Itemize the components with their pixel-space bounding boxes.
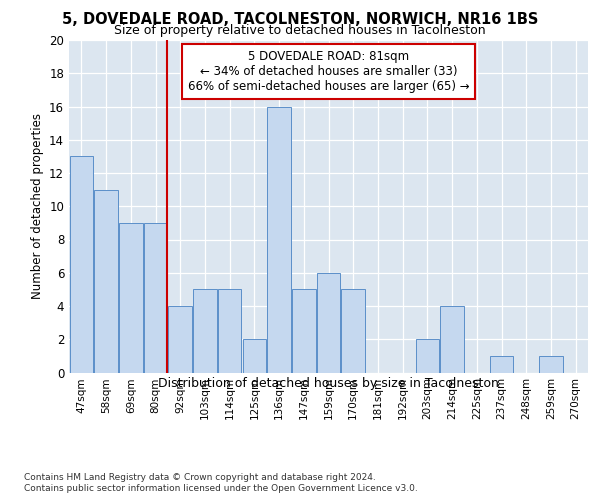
- Bar: [218, 290, 241, 372]
- Text: Contains public sector information licensed under the Open Government Licence v3: Contains public sector information licen…: [24, 484, 418, 493]
- Bar: [94, 190, 118, 372]
- Bar: [169, 306, 192, 372]
- Text: 5, DOVEDALE ROAD, TACOLNESTON, NORWICH, NR16 1BS: 5, DOVEDALE ROAD, TACOLNESTON, NORWICH, …: [62, 12, 538, 28]
- Bar: [144, 223, 167, 372]
- Bar: [70, 156, 93, 372]
- Bar: [440, 306, 464, 372]
- Bar: [539, 356, 563, 372]
- Text: 5 DOVEDALE ROAD: 81sqm
← 34% of detached houses are smaller (33)
66% of semi-det: 5 DOVEDALE ROAD: 81sqm ← 34% of detached…: [188, 50, 469, 93]
- Bar: [268, 106, 291, 372]
- Bar: [193, 290, 217, 372]
- Bar: [317, 273, 340, 372]
- Y-axis label: Number of detached properties: Number of detached properties: [31, 114, 44, 299]
- Bar: [416, 339, 439, 372]
- Bar: [242, 339, 266, 372]
- Bar: [292, 290, 316, 372]
- Bar: [490, 356, 513, 372]
- Bar: [119, 223, 143, 372]
- Bar: [341, 290, 365, 372]
- Text: Contains HM Land Registry data © Crown copyright and database right 2024.: Contains HM Land Registry data © Crown c…: [24, 472, 376, 482]
- Text: Distribution of detached houses by size in Tacolneston: Distribution of detached houses by size …: [158, 378, 499, 390]
- Text: Size of property relative to detached houses in Tacolneston: Size of property relative to detached ho…: [114, 24, 486, 37]
